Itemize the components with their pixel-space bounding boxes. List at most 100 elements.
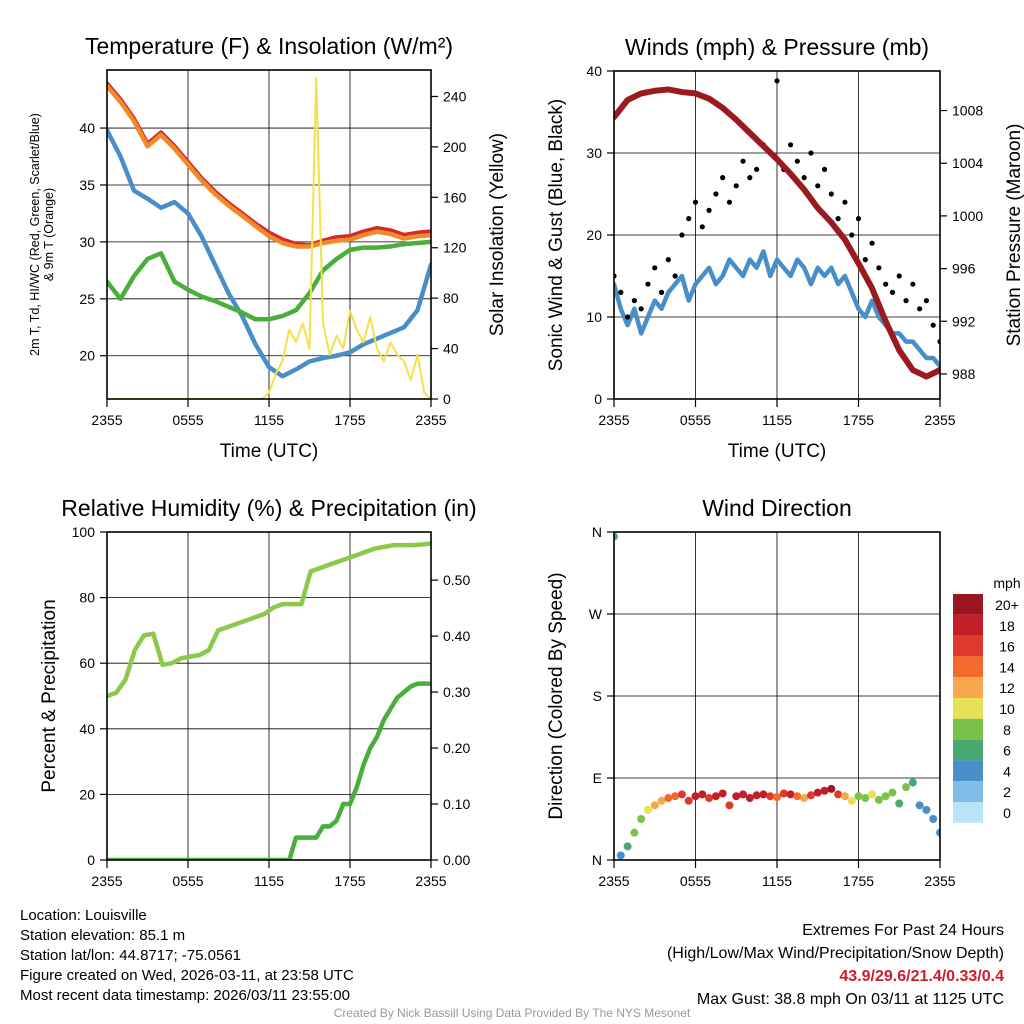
y-right-tick-label: 992: [952, 313, 976, 329]
wind-direction-point: [813, 788, 822, 797]
y-tick-label: 10: [586, 309, 602, 325]
wind-direction-point: [671, 792, 680, 801]
series-solar-insolation-line: [107, 76, 431, 399]
x-axis-label: Time (UTC): [220, 441, 319, 462]
gust-point: [652, 265, 658, 271]
gust-point: [883, 281, 889, 287]
wind-direction-point: [834, 790, 843, 799]
location-text: Location: Louisville: [20, 907, 147, 924]
wind-direction-point: [630, 828, 639, 837]
wind-direction-point: [936, 828, 940, 837]
y-right-tick-label: 0.40: [443, 628, 470, 644]
plot-area: [107, 76, 431, 399]
legend-swatch: [953, 760, 983, 782]
gust-point: [842, 199, 848, 205]
wind-direction-point: [888, 788, 897, 797]
legend-label: 16: [999, 639, 1015, 655]
wind-direction-point: [820, 786, 829, 795]
wind-direction-point: [643, 805, 652, 814]
gust-point: [747, 175, 753, 181]
panel-1: Temperature (F) & Insolation (W/m²) 2355 0…: [28, 33, 508, 462]
series-relative-humidity-line: [107, 541, 431, 699]
wind-direction-point: [725, 801, 734, 810]
y-right-tick-label: 0.50: [443, 572, 470, 588]
gust-point: [910, 281, 916, 287]
wind-direction-point: [664, 794, 673, 803]
panel-title: Wind Direction: [702, 495, 852, 521]
wind-direction-point: [868, 790, 877, 799]
credit-text: Created By Nick Bassill Using Data Provi…: [333, 1006, 691, 1020]
gust-point: [631, 298, 637, 304]
legend-swatch: [953, 656, 983, 678]
extremes-title: Extremes For Past 24 Hours: [802, 922, 1004, 939]
wind-direction-point: [718, 789, 727, 798]
gust-point: [896, 273, 902, 279]
gust-point: [917, 306, 923, 312]
plot-area: [614, 78, 940, 380]
x-tick-label: 2355: [598, 873, 629, 889]
gust-point: [618, 289, 624, 295]
legend-swatch: [953, 739, 983, 761]
gust-point: [835, 216, 841, 222]
gust-point: [672, 273, 678, 279]
wind-direction-point: [739, 790, 748, 799]
legend-label: 12: [999, 680, 1015, 696]
wind-direction-point: [732, 792, 741, 801]
x-tick-label: 1755: [334, 412, 365, 428]
x-tick-label: 2355: [924, 873, 955, 889]
wind-direction-point: [800, 794, 809, 803]
wind-direction-point: [861, 794, 870, 803]
plot-area: [107, 541, 431, 860]
wind-direction-point: [827, 784, 836, 793]
wind-direction-point: [847, 796, 856, 805]
gust-point: [624, 314, 631, 320]
x-tick-label: 0555: [172, 412, 203, 428]
legend-swatch: [953, 698, 983, 719]
gust-point: [815, 183, 821, 189]
gust-point: [794, 158, 800, 164]
gust-point: [699, 224, 705, 230]
legend-label: 14: [999, 659, 1015, 675]
panel-title: Relative Humidity (%) & Precipitation (i…: [61, 495, 476, 521]
x-tick-label: 2355: [91, 873, 122, 889]
legend-label: 10: [999, 701, 1015, 717]
y-right-tick-label: 80: [443, 290, 459, 306]
wind-direction-point: [895, 799, 904, 808]
wind-direction-point: [929, 815, 938, 823]
y-tick-label: 35: [79, 177, 95, 193]
wind-direction-point: [779, 789, 788, 798]
wind-direction-point: [793, 792, 802, 801]
gust-point: [808, 150, 814, 156]
y-right-tick-label: 240: [443, 88, 467, 104]
legend-swatch: [953, 614, 983, 636]
y-right-tick-label: 0.20: [443, 740, 470, 756]
wind-direction-point: [650, 801, 659, 810]
gust-point: [828, 191, 834, 197]
y-right-tick-label: 0.30: [443, 684, 470, 700]
created-text: Figure created on Wed, 2026-03-11, at 23…: [20, 967, 354, 984]
y-right-tick-label: 40: [443, 341, 459, 357]
y-tick-label: 20: [586, 227, 602, 243]
wind-direction-point: [902, 783, 911, 792]
extremes-subtitle: (High/Low/Max Wind/Precipitation/Snow De…: [666, 945, 1004, 962]
y-axis-label-line2: & 9m T (Orange): [42, 188, 56, 281]
wind-direction-point: [773, 793, 781, 802]
plot-area: [614, 532, 940, 860]
series-hi-wc-line: [107, 239, 431, 322]
y-tick-label: 0: [594, 391, 602, 407]
wind-direction-point: [711, 792, 720, 801]
x-tick-label: 1755: [334, 873, 365, 889]
panel-2: Winds (mph) & Pressure (mb) 2355 0555 1155 1…: [546, 34, 1024, 462]
elevation-text: Station elevation: 85.1 m: [20, 927, 186, 944]
y-tick-label: N: [592, 524, 602, 540]
y-tick-label: S: [593, 688, 602, 704]
x-tick-label: 1155: [762, 873, 792, 889]
gust-point: [923, 298, 930, 304]
legend-label: 2: [1003, 784, 1011, 800]
wind-direction-point: [759, 790, 768, 799]
y-right-axis-label: Station Pressure (Maroon): [1004, 124, 1024, 347]
wind-direction-point: [657, 796, 666, 805]
wind-direction-point: [786, 790, 795, 799]
wind-direction-point: [684, 796, 693, 805]
